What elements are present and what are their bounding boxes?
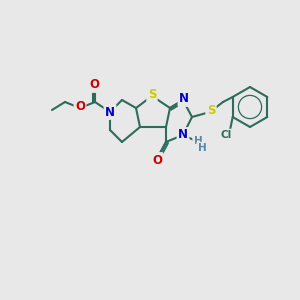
Text: O: O — [152, 154, 162, 166]
Text: N: N — [105, 106, 115, 118]
Text: S: S — [148, 88, 156, 101]
Text: O: O — [75, 100, 85, 113]
Text: H: H — [198, 143, 206, 153]
Text: H: H — [194, 136, 202, 146]
Text: N: N — [179, 92, 189, 106]
Text: S: S — [207, 104, 215, 118]
Text: N: N — [178, 128, 188, 142]
Text: Cl: Cl — [220, 130, 232, 140]
Text: O: O — [89, 79, 99, 92]
